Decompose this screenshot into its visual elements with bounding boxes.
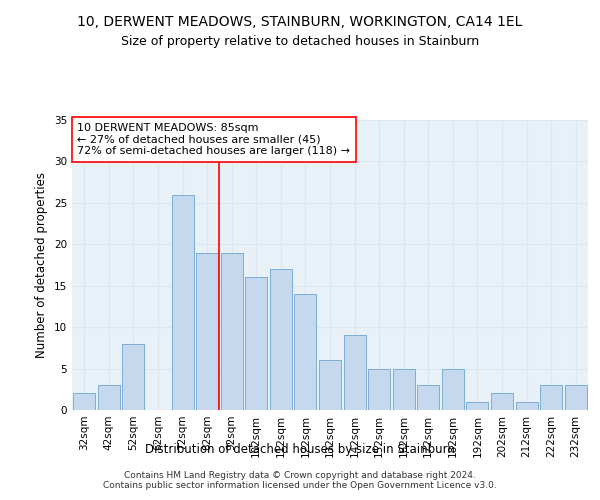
Bar (98, 385, 120, 410)
Bar (540, 385, 562, 410)
Bar (466, 402, 488, 410)
Bar (270, 269, 292, 410)
Bar (295, 294, 316, 410)
Bar (368, 368, 390, 410)
Bar (565, 385, 587, 410)
Bar (392, 368, 415, 410)
Text: 10, DERWENT MEADOWS, STAINBURN, WORKINGTON, CA14 1EL: 10, DERWENT MEADOWS, STAINBURN, WORKINGT… (77, 15, 523, 29)
Bar (122, 344, 145, 410)
Bar (442, 368, 464, 410)
Text: Size of property relative to detached houses in Stainburn: Size of property relative to detached ho… (121, 35, 479, 48)
Bar (245, 278, 268, 410)
Bar (344, 336, 365, 410)
Text: Contains HM Land Registry data © Crown copyright and database right 2024.
Contai: Contains HM Land Registry data © Crown c… (103, 470, 497, 490)
Text: 10 DERWENT MEADOWS: 85sqm
← 27% of detached houses are smaller (45)
72% of semi-: 10 DERWENT MEADOWS: 85sqm ← 27% of detac… (77, 123, 350, 156)
Bar (196, 252, 218, 410)
Bar (319, 360, 341, 410)
Bar (73, 394, 95, 410)
Bar (417, 385, 439, 410)
Bar (172, 194, 194, 410)
Bar (515, 402, 538, 410)
Bar (491, 394, 513, 410)
Bar (221, 252, 243, 410)
Y-axis label: Number of detached properties: Number of detached properties (35, 172, 49, 358)
Text: Distribution of detached houses by size in Stainburn: Distribution of detached houses by size … (145, 442, 455, 456)
